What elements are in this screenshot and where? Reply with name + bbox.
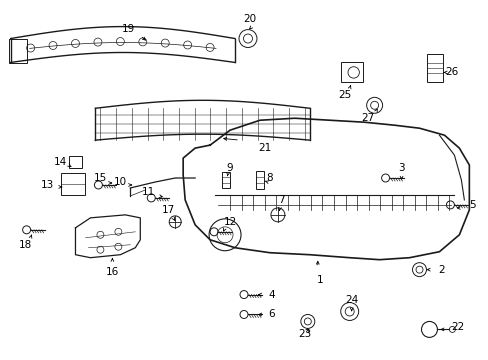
Text: 11: 11 [142,187,155,197]
Text: 14: 14 [54,157,67,167]
Bar [222,172,229,188]
Text: 17: 17 [161,205,175,215]
Text: 13: 13 [41,180,54,190]
Text: 27: 27 [360,113,373,123]
Text: 24: 24 [345,294,358,305]
Text: 25: 25 [337,90,350,100]
Text: 26: 26 [444,67,457,77]
Text: 21: 21 [258,143,271,153]
Text: 6: 6 [268,310,275,319]
Text: 16: 16 [105,267,119,276]
Text: 7: 7 [278,195,285,205]
Text: 20: 20 [243,14,256,24]
Text: 8: 8 [266,173,273,183]
Text: 18: 18 [19,240,32,250]
Text: 5: 5 [468,200,475,210]
Text: 15: 15 [94,173,107,183]
Text: 10: 10 [114,177,127,187]
Bar [68,156,82,168]
Text: 1: 1 [316,275,323,285]
Text: 19: 19 [122,24,135,33]
Text: 2: 2 [437,265,444,275]
Bar [61,173,85,195]
Bar [255,171,264,189]
Text: 3: 3 [397,163,404,173]
Text: 23: 23 [298,329,311,339]
Text: 9: 9 [226,163,233,173]
Bar [340,62,362,82]
Text: 22: 22 [450,323,463,332]
Text: 12: 12 [223,217,236,227]
Bar [427,54,443,82]
Text: 4: 4 [268,289,275,300]
